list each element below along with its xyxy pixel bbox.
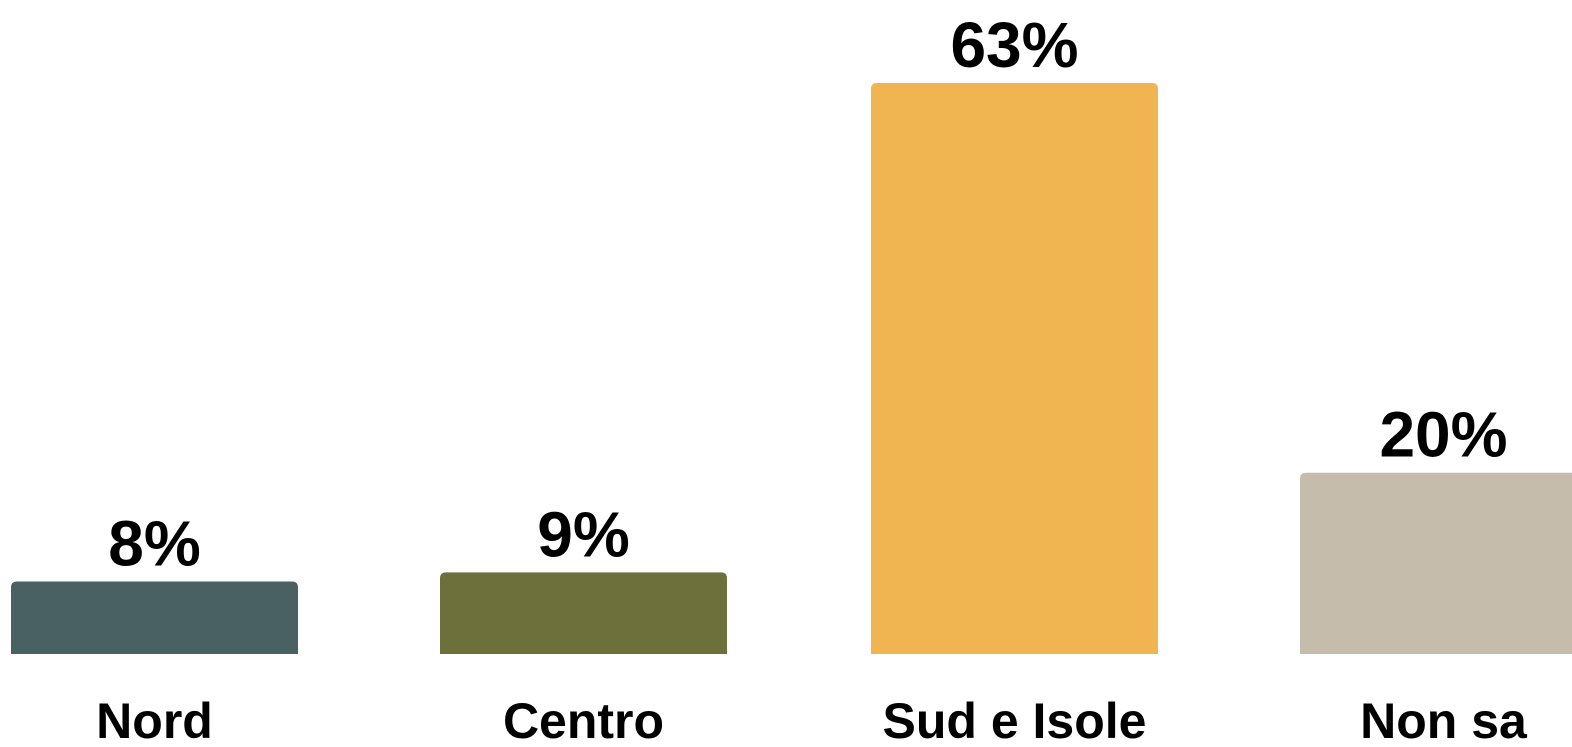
bar-centro [440,572,727,654]
bar-nord [11,581,298,654]
category-label-sud-e-isole: Sud e Isole [883,693,1147,747]
value-labels-group: 8% 9% 63% 20% [108,9,1507,579]
bar-non-sa [1300,472,1572,654]
category-labels-group: Nord Centro Sud e Isole Non sa [96,693,1528,747]
category-label-nord: Nord [96,693,213,747]
value-label-sud-e-isole: 63% [950,9,1078,81]
category-label-non-sa: Non sa [1360,693,1528,747]
bars-group [11,83,1572,654]
bar-sud-e-isole [871,83,1158,654]
value-label-non-sa: 20% [1379,399,1507,471]
category-label-centro: Centro [503,693,664,747]
value-label-centro: 9% [537,498,630,570]
value-label-nord: 8% [108,507,201,579]
